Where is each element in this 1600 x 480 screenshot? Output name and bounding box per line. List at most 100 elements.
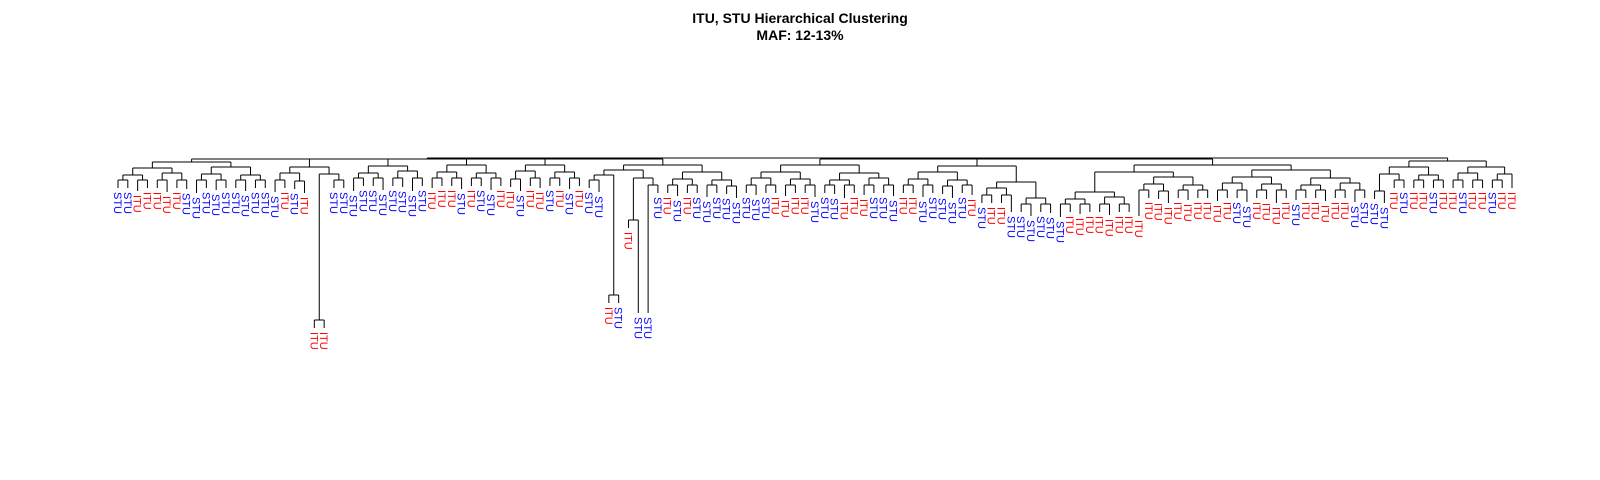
leaf-label: STU <box>1014 216 1026 238</box>
leaf-label: ITU <box>494 190 506 208</box>
leaf-label: ITU <box>1161 207 1173 225</box>
leaf-label: ITU <box>1417 192 1429 210</box>
leaf-label: STU <box>337 192 349 214</box>
leaf-label: ITU <box>1466 192 1478 210</box>
leaf-label: STU <box>955 197 967 219</box>
leaf-label: ITU <box>906 197 918 215</box>
leaf-label: STU <box>729 202 741 224</box>
leaf-label: STU <box>347 195 359 217</box>
leaf-label: ITU <box>1387 192 1399 210</box>
leaf-label: ITU <box>1210 205 1222 223</box>
leaf-label: STU <box>199 192 211 214</box>
leaf-label: STU <box>121 192 133 214</box>
leaf-label: STU <box>1034 216 1046 238</box>
leaf-label: STU <box>327 192 339 214</box>
leaf-label: ITU <box>435 190 447 208</box>
leaf-label: STU <box>1044 217 1056 239</box>
leaf-label: STU <box>415 190 427 212</box>
leaf-label: STU <box>975 207 987 229</box>
leaf-label: ITU <box>857 199 869 217</box>
leaf-label: STU <box>1377 207 1389 229</box>
leaf-label: ITU <box>1338 202 1350 220</box>
leaf-label: ITU <box>140 192 152 210</box>
leaf-label: STU <box>926 197 938 219</box>
leaf-label: ITU <box>1103 219 1115 237</box>
leaf-label: STU <box>1397 192 1409 214</box>
leaf-label: ITU <box>278 192 290 210</box>
leaf-label: ITU <box>1446 192 1458 210</box>
leaf-label: ITU <box>553 190 565 208</box>
leaf-label: ITU <box>1250 202 1262 220</box>
leaf-label: STU <box>1456 192 1468 214</box>
leaf-label: STU <box>916 201 928 223</box>
leaf-label: ITU <box>1152 203 1164 221</box>
leaf-label: STU <box>356 190 368 212</box>
leaf-label: ITU <box>1112 216 1124 234</box>
leaf-label: STU <box>739 197 751 219</box>
leaf-label: STU <box>612 307 624 329</box>
leaf-label: STU <box>248 192 260 214</box>
leaf-label: ITU <box>847 197 859 215</box>
leaf-label: STU <box>828 198 840 220</box>
leaf-label: ITU <box>661 197 673 215</box>
leaf-label: STU <box>288 193 300 215</box>
leaf-label: ITU <box>1171 202 1183 220</box>
leaf-label: STU <box>513 195 525 217</box>
leaf-label: ITU <box>1181 204 1193 222</box>
leaf-label: STU <box>1289 204 1301 226</box>
leaf-label: STU <box>808 201 820 223</box>
chart-subtitle: MAF: 12-13% <box>756 27 844 43</box>
leaf-label: STU <box>1348 206 1360 228</box>
leaf-label: STU <box>818 197 830 219</box>
leaf-label: STU <box>1024 220 1036 242</box>
leaf-label: ITU <box>504 191 516 209</box>
leaf-label: ITU <box>1505 192 1517 210</box>
leaf-label: ITU <box>1201 202 1213 220</box>
leaf-label: STU <box>1426 192 1438 214</box>
leaf-label: ITU <box>150 192 162 210</box>
leaf-label: STU <box>936 198 948 220</box>
leaf-label: STU <box>474 190 486 212</box>
leaf-label: STU <box>582 192 594 214</box>
leaf-label: STU <box>690 197 702 219</box>
leaf-label: STU <box>366 190 378 212</box>
leaf-label: STU <box>543 190 555 212</box>
leaf-label: ITU <box>995 207 1007 225</box>
leaf-label: ITU <box>769 197 781 215</box>
leaf-label: ITU <box>307 332 319 350</box>
leaf-label: STU <box>563 193 575 215</box>
leaf-label: ITU <box>170 192 182 210</box>
leaf-label: STU <box>376 194 388 216</box>
leaf-label: ITU <box>572 190 584 208</box>
leaf-label: ITU <box>425 192 437 210</box>
leaf-label: STU <box>258 192 270 214</box>
leaf-label: ITU <box>1407 192 1419 210</box>
leaf-label: STU <box>710 197 722 219</box>
leaf-label: STU <box>887 200 899 222</box>
leaf-label: ITU <box>788 197 800 215</box>
leaf-label: ITU <box>837 202 849 220</box>
chart-title: ITU, STU Hierarchical Clustering <box>692 10 908 26</box>
leaf-label: ITU <box>464 190 476 208</box>
leaf-label: STU <box>406 195 418 217</box>
leaf-label: STU <box>877 197 889 219</box>
leaf-label: ITU <box>1476 192 1488 210</box>
leaf-label: STU <box>592 196 604 218</box>
leaf-label: ITU <box>1191 202 1203 220</box>
leaf-label: ITU <box>985 207 997 225</box>
leaf-label: STU <box>455 193 467 215</box>
leaf-label: STU <box>268 196 280 218</box>
leaf-label: STU <box>867 197 879 219</box>
leaf-label: ITU <box>160 196 172 214</box>
leaf-label: STU <box>396 191 408 213</box>
leaf-label: ITU <box>1436 192 1448 210</box>
leaf-label: ITU <box>798 197 810 215</box>
leaf-label: STU <box>386 190 398 212</box>
leaf-label: STU <box>111 192 123 214</box>
leaf-label: ITU <box>1063 216 1075 234</box>
leaf-label: ITU <box>1299 202 1311 220</box>
leaf-label: STU <box>749 199 761 221</box>
leaf-label: ITU <box>680 197 692 215</box>
leaf-label: ITU <box>317 332 329 350</box>
leaf-label: ITU <box>298 197 310 215</box>
